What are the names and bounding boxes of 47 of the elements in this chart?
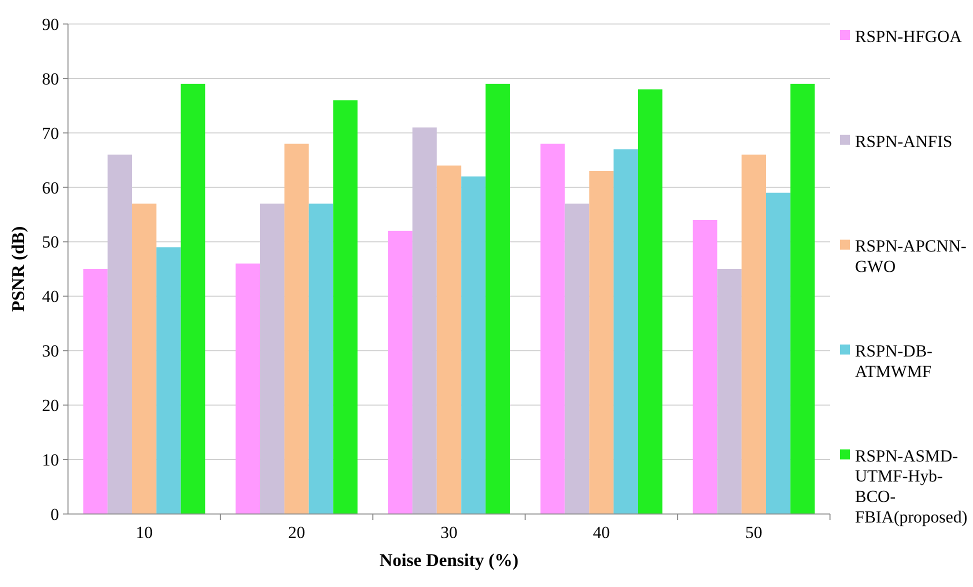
y-tick-label: 0 (50, 504, 59, 524)
legend-label: RSPN-HFGOA (855, 26, 962, 46)
bar (260, 204, 284, 514)
bar (614, 149, 638, 514)
bar (108, 154, 132, 514)
bar (717, 269, 742, 514)
bar (156, 247, 181, 514)
bar (692, 220, 718, 514)
y-tick-label: 50 (42, 232, 59, 252)
y-tick-label: 60 (42, 178, 59, 198)
bar (308, 204, 334, 514)
y-tick-label: 10 (42, 450, 59, 470)
x-tick-label: 50 (745, 523, 762, 542)
bar (436, 166, 462, 514)
bar (333, 100, 358, 514)
bar (766, 192, 790, 514)
y-tick-label: 80 (42, 69, 59, 88)
legend-label: RSPN-ASMD-UTMF-Hyb-BCO-FBIA(proposed) (855, 446, 968, 527)
bar (742, 154, 766, 514)
bar (412, 127, 437, 514)
x-axis-title: Noise Density (%) (380, 550, 518, 570)
bar (388, 230, 412, 514)
legend-label: RSPN-APCNN-GWO (855, 236, 967, 276)
y-tick-label: 90 (42, 14, 59, 34)
x-tick-label: 20 (288, 523, 306, 542)
y-tick-label: 70 (42, 124, 59, 143)
x-tick-label: 30 (440, 523, 458, 542)
legend-label: RSPN-ANFIS (855, 132, 952, 151)
bar (236, 264, 260, 514)
y-axis-title: PSNR (dB) (8, 226, 28, 312)
bar (83, 269, 108, 514)
bar (486, 84, 510, 514)
bar (790, 84, 815, 514)
y-tick-label: 20 (42, 396, 59, 416)
bar (638, 89, 662, 514)
legend-label: RSPN-DB-ATMWMF (855, 342, 933, 381)
y-tick-label: 30 (42, 342, 59, 361)
bar (564, 204, 590, 514)
x-tick-label: 10 (136, 523, 153, 542)
x-tick-label: 40 (592, 523, 610, 542)
bar (180, 84, 206, 514)
bar (284, 144, 309, 514)
bar (132, 204, 156, 514)
y-tick-label: 40 (42, 287, 59, 306)
bar (589, 171, 614, 514)
bar (540, 144, 565, 514)
bar (461, 176, 486, 514)
